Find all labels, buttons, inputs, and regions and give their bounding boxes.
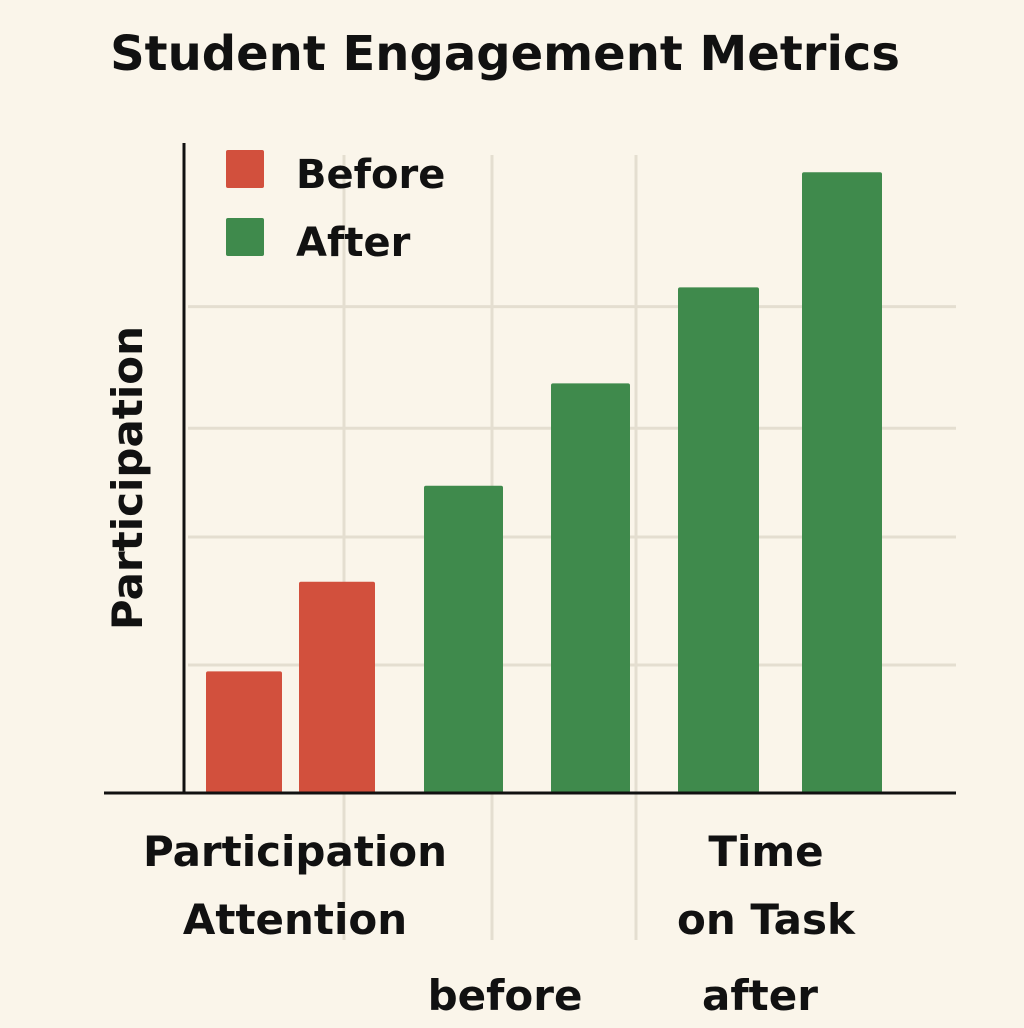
legend-label-before: Before bbox=[296, 152, 445, 198]
x-tick-label: Attention bbox=[183, 895, 407, 944]
bar-after bbox=[802, 172, 882, 793]
chart-title: Student Engagement Metrics bbox=[110, 26, 900, 82]
x-tick-label: Time bbox=[708, 827, 823, 876]
bar-after bbox=[678, 287, 759, 793]
x-tick-label: Participation bbox=[143, 827, 447, 876]
bar-before bbox=[299, 581, 375, 793]
x-tick-label: before bbox=[428, 971, 583, 1020]
legend-swatch-after bbox=[226, 218, 264, 256]
x-tick-labels: Participation Attention before Time on Task a… bbox=[143, 827, 856, 1020]
legend-swatch-before bbox=[226, 150, 264, 188]
bar-before bbox=[206, 671, 282, 793]
bars bbox=[206, 172, 882, 793]
x-tick-label: after bbox=[702, 971, 818, 1020]
x-tick-label: on Task bbox=[677, 895, 856, 944]
y-axis-label: Participation bbox=[103, 326, 152, 630]
legend: Before After bbox=[226, 150, 445, 266]
legend-label-after: After bbox=[296, 220, 411, 266]
bar-after bbox=[551, 383, 630, 793]
bar-after bbox=[424, 485, 503, 793]
